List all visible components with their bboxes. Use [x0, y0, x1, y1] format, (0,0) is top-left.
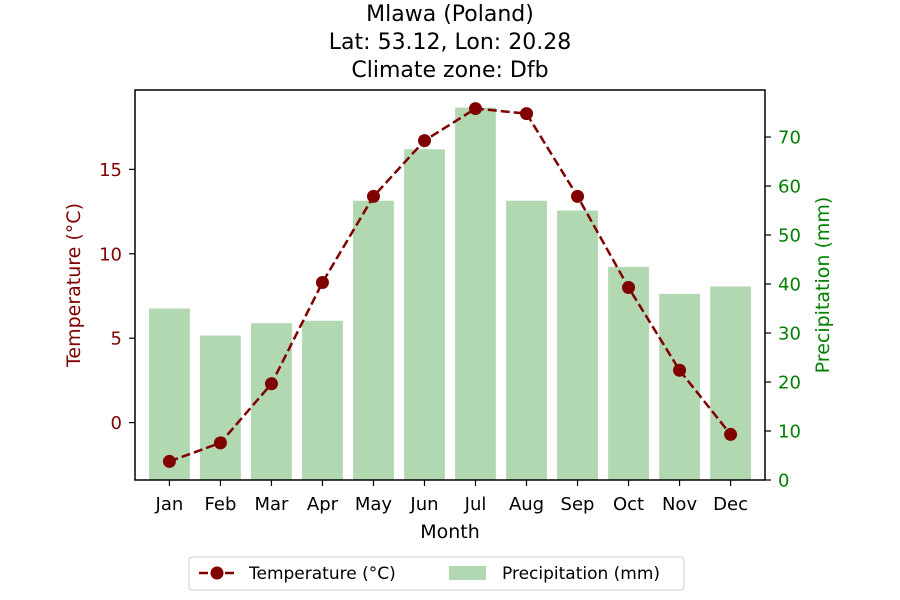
x-tick-label: Sep	[561, 494, 595, 515]
y-axis-right-label: Precipitation (mm)	[812, 197, 834, 374]
y-axis-left: 0 5 10 15	[99, 160, 135, 434]
y-right-tick-label: 20	[778, 373, 801, 394]
plot-frame	[134, 89, 766, 481]
x-tick-label: Jul	[464, 494, 487, 515]
y-right-tick-label: 50	[778, 226, 801, 247]
temperature-point	[469, 102, 483, 116]
y-left-tick-label: 10	[99, 244, 122, 265]
chart-title-line-1: Mlawa (Poland)	[366, 2, 534, 27]
temperature-point	[724, 427, 738, 441]
y-left-tick-label: 0	[111, 413, 122, 434]
temperature-point	[366, 189, 380, 203]
temperature-point	[315, 275, 329, 289]
precipitation-bar	[251, 323, 292, 480]
precipitation-bar	[149, 308, 190, 480]
y-right-tick-label: 70	[778, 128, 801, 149]
x-tick-label: Oct	[613, 494, 644, 515]
temperature-point	[213, 436, 227, 450]
y-left-tick-label: 15	[99, 160, 122, 181]
temperature-point	[162, 454, 176, 468]
precipitation-bar	[710, 286, 751, 480]
temperature-point	[264, 377, 278, 391]
x-tick-label: Dec	[713, 494, 748, 515]
x-tick-label: Mar	[254, 494, 289, 515]
precipitation-bar	[557, 210, 598, 480]
precipitation-bar	[608, 266, 649, 480]
x-axis: Jan Feb Mar Apr May Jun Jul Aug Sep Oct Nov Dec	[155, 480, 748, 515]
temperature-point	[673, 363, 687, 377]
temperature-series	[162, 102, 738, 468]
temperature-point	[520, 107, 534, 121]
precipitation-bar	[506, 200, 547, 480]
legend: Temperature (°C) Precipitation (mm)	[188, 556, 685, 591]
x-axis-label: Month	[420, 521, 480, 543]
y-axis-left-label: Temperature (°C)	[63, 203, 85, 368]
precipitation-bar	[455, 107, 496, 481]
x-tick-label: Jan	[155, 494, 184, 515]
legend-precipitation-label: Precipitation (mm)	[502, 564, 660, 584]
chart-title-line-3: Climate zone: Dfb	[351, 58, 548, 83]
y-right-tick-label: 0	[778, 471, 789, 492]
y-axis-right: 0 10 20 30 40 50 60 70	[765, 128, 801, 492]
legend-temperature-label: Temperature (°C)	[248, 564, 396, 584]
precipitation-bar	[302, 320, 343, 480]
x-tick-label: Jun	[409, 494, 438, 515]
x-tick-label: Apr	[307, 494, 339, 515]
y-right-tick-label: 60	[778, 177, 801, 198]
precipitation-bar	[200, 335, 241, 480]
y-right-tick-label: 10	[778, 422, 801, 443]
chart-title: Mlawa (Poland) Lat: 53.12, Lon: 20.28 Cl…	[329, 2, 571, 83]
x-tick-label: Feb	[205, 494, 237, 515]
y-left-tick-label: 5	[111, 329, 122, 350]
temperature-point	[417, 134, 431, 148]
precipitation-bar	[353, 200, 394, 480]
legend-temperature-marker	[210, 566, 224, 580]
precipitation-bar	[404, 149, 445, 480]
y-right-tick-label: 30	[778, 324, 801, 345]
x-tick-label: May	[355, 494, 393, 515]
precipitation-bars	[149, 107, 751, 481]
legend-box	[188, 556, 685, 591]
chart-title-line-2: Lat: 53.12, Lon: 20.28	[329, 30, 571, 55]
temperature-point	[571, 189, 585, 203]
x-tick-label: Nov	[662, 494, 697, 515]
y-right-tick-label: 40	[778, 275, 801, 296]
temperature-line	[169, 107, 732, 463]
x-tick-label: Aug	[509, 494, 544, 515]
temperature-point	[622, 281, 636, 295]
legend-precipitation-swatch	[449, 566, 486, 580]
